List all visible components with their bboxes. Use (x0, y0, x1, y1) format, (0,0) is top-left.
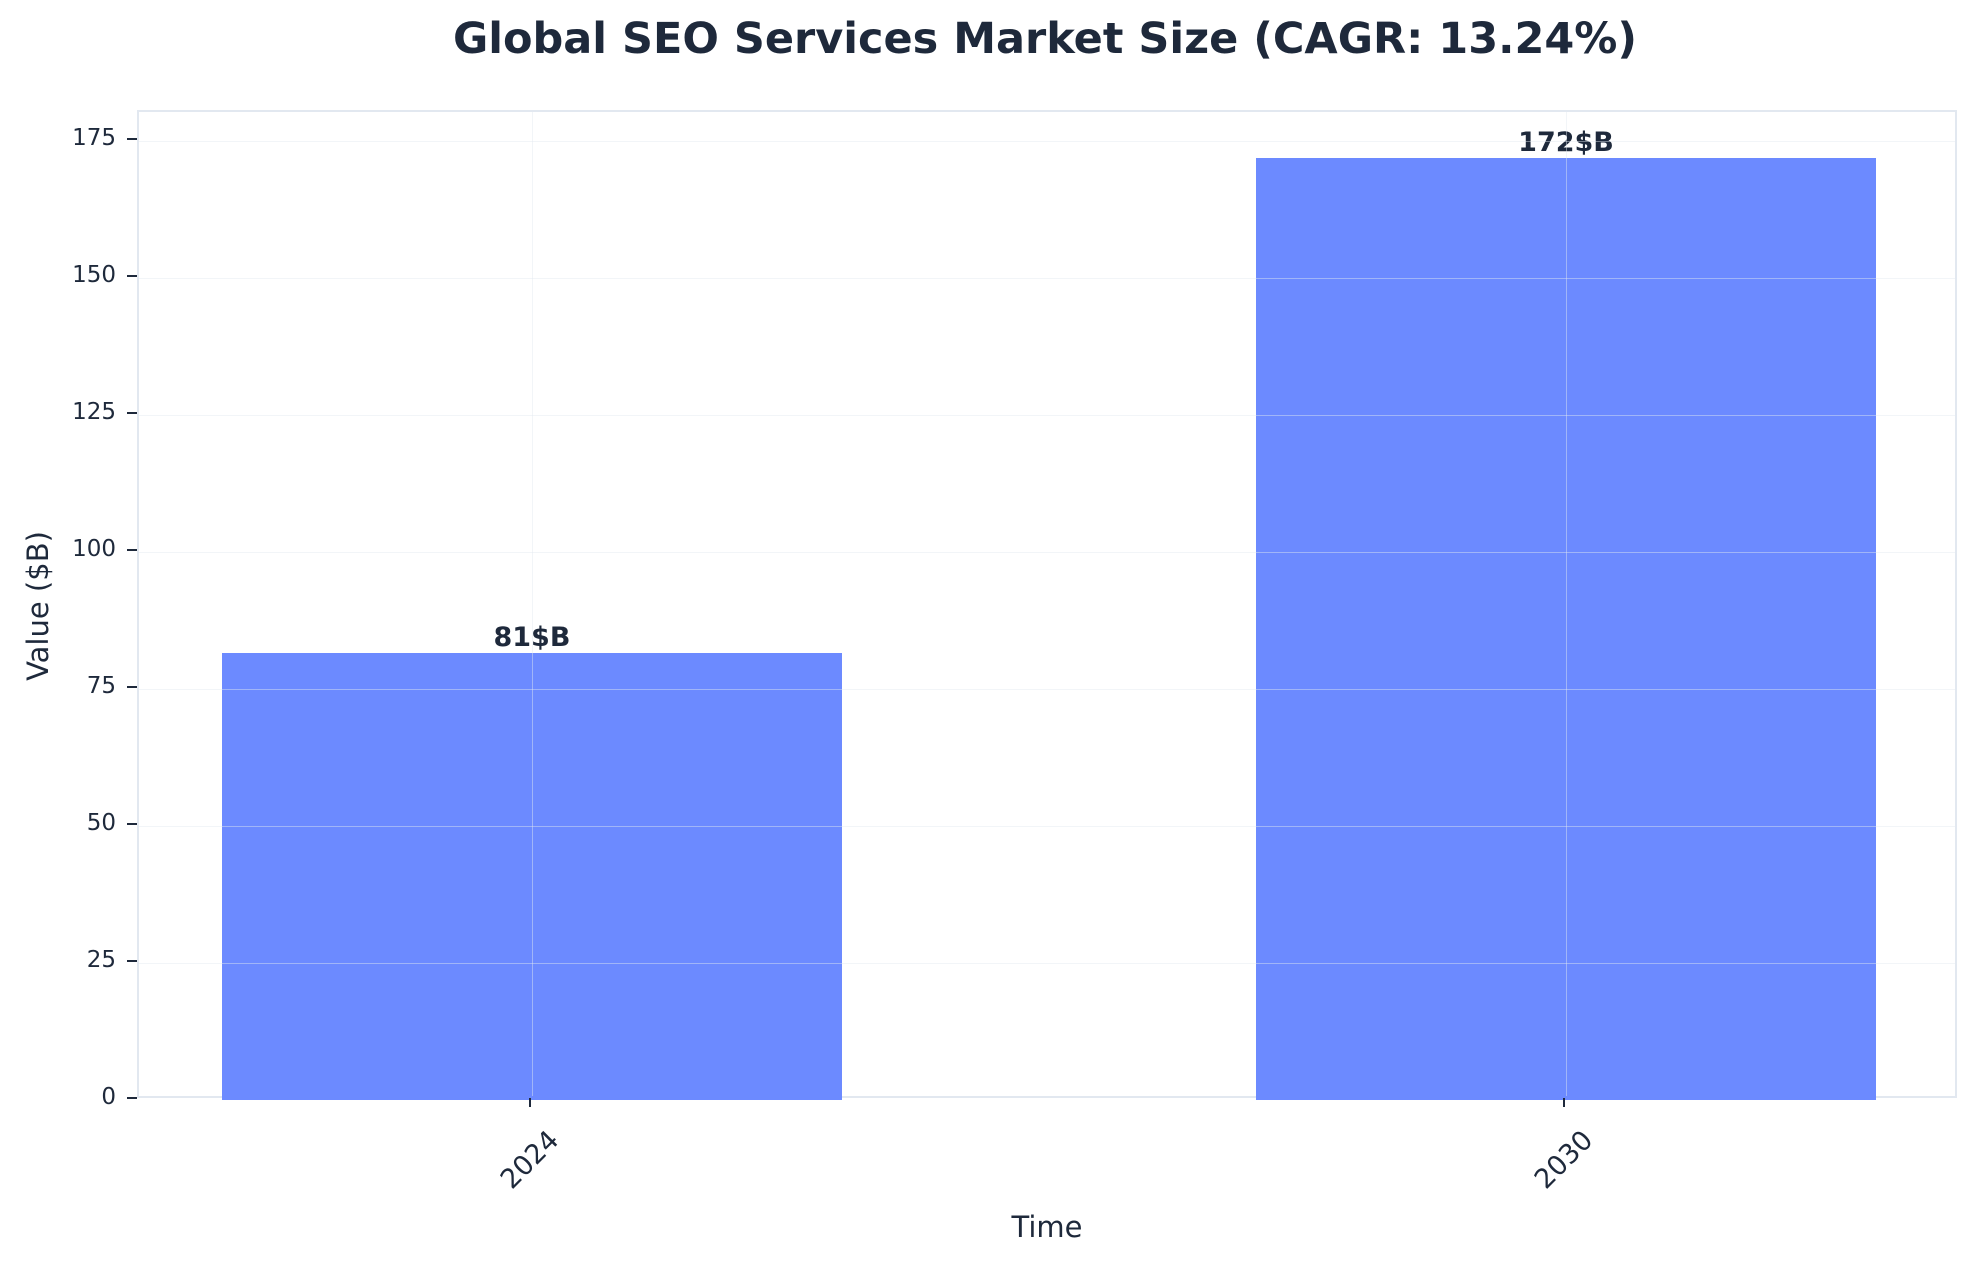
bar-2030 (1255, 158, 1877, 1100)
y-tick-mark (127, 138, 137, 141)
bar-value-label: 81$B (493, 621, 571, 653)
y-tick-mark (127, 1097, 137, 1099)
x-axis-label: Time (1011, 1210, 1083, 1244)
y-tick-label: 0 (101, 1084, 116, 1110)
chart-title: Global SEO Services Market Size (CAGR: 1… (452, 14, 1638, 64)
y-tick-label: 125 (72, 399, 116, 426)
y-tick-mark (127, 275, 137, 278)
x-tick-label: 2030 (1528, 1124, 1600, 1196)
y-tick-mark (127, 412, 137, 415)
x-tick-mark (1563, 1098, 1566, 1107)
y-tick-mark (127, 823, 137, 825)
y-tick-label: 50 (86, 810, 116, 836)
y-tick-mark (127, 960, 137, 962)
bars-layer: 81$B 172$B (139, 112, 1955, 1100)
bar-value-label: 172$B (1518, 127, 1614, 159)
y-tick-mark (127, 686, 137, 689)
plot-area: 81$B 172$B (137, 110, 1957, 1100)
bar-2024 (221, 652, 843, 1100)
x-tick-mark (528, 1098, 531, 1107)
y-tick-mark (127, 549, 137, 552)
y-tick-label: 100 (72, 536, 116, 563)
x-tick-label: 2024 (494, 1124, 566, 1196)
y-tick-label: 25 (86, 947, 116, 973)
y-tick-label: 150 (72, 262, 116, 289)
y-tick-label: 175 (72, 125, 116, 152)
y-tick-label: 75 (86, 673, 116, 700)
